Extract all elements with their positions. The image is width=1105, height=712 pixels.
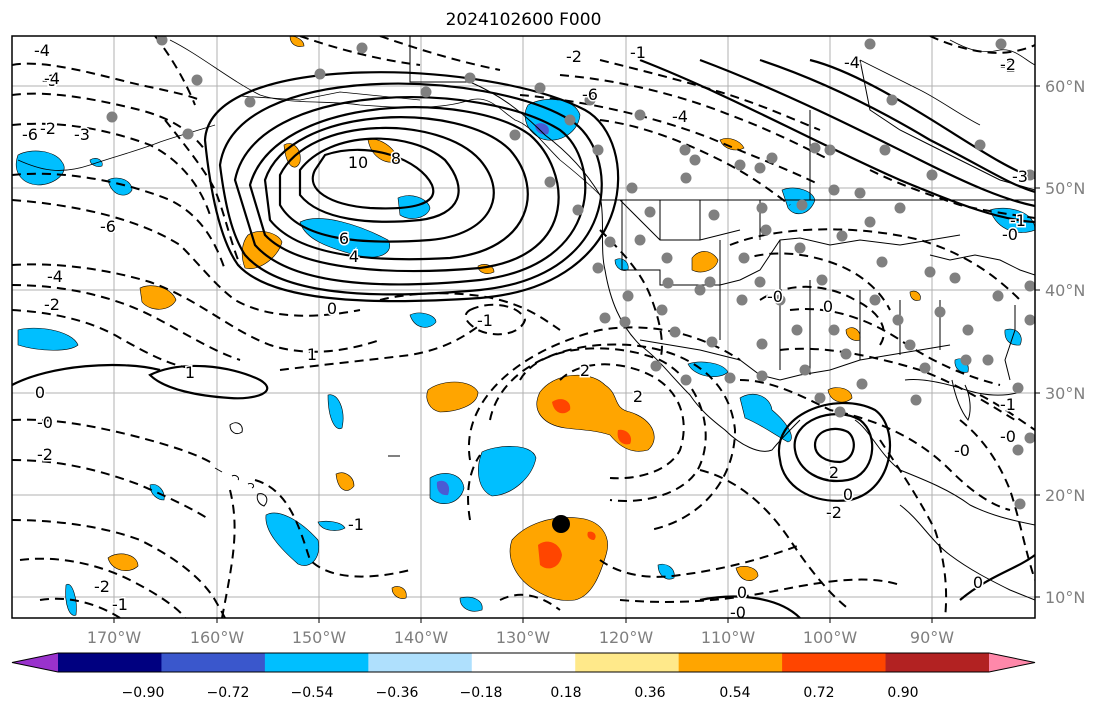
lon-label: 130°W <box>496 628 551 647</box>
contour-label: 8 <box>391 149 401 168</box>
contour-label: 2 <box>829 463 839 482</box>
contour-label: -0 <box>1002 225 1018 244</box>
colorbar-label: −0.54 <box>291 685 334 701</box>
contour-label: -3 <box>1012 167 1028 186</box>
lat-label: 60°N <box>1045 77 1085 96</box>
colorbar-segment <box>678 653 783 672</box>
colorbar-segment <box>58 653 162 672</box>
target-location-marker <box>552 515 570 533</box>
lat-label: 20°N <box>1045 486 1085 505</box>
lat-label: 10°N <box>1045 588 1085 607</box>
contour-label: 1 <box>307 345 317 364</box>
hawaii-islands <box>214 422 400 507</box>
lon-label: 100°W <box>803 628 858 647</box>
colorbar-segment <box>161 653 266 672</box>
contour-label: 0 <box>843 485 853 504</box>
colorbar-segment <box>575 653 680 672</box>
contour-label: 10 <box>348 153 368 172</box>
lon-label: 150°W <box>292 628 347 647</box>
axis-ticks <box>113 85 1040 623</box>
contour-label: -1 <box>112 595 128 614</box>
contour-label: 0 <box>737 583 747 602</box>
contour-label: 6 <box>339 229 349 248</box>
contour-label: 2 <box>633 387 643 406</box>
colorbar-segment <box>471 653 576 672</box>
contour-label: -4 <box>34 41 50 60</box>
lon-label: 170°W <box>87 628 142 647</box>
contour-label: -4 <box>672 107 688 126</box>
station-markers <box>106 36 1035 510</box>
contour-label: -3 <box>42 71 58 90</box>
colorbar-segment <box>885 653 990 672</box>
colorbar-label: −0.72 <box>207 685 250 701</box>
contour-label: -1 <box>630 43 646 62</box>
colorbar-label: −0.90 <box>122 685 165 701</box>
contour-label: -2 <box>37 445 53 464</box>
positive-contours <box>12 58 1035 618</box>
colorbar-label: −0.18 <box>460 685 503 701</box>
strong-negative-patches <box>436 123 549 496</box>
contour-label: -4 <box>44 69 60 88</box>
contour-label: -6 <box>100 217 116 236</box>
contour-label: 0 <box>823 297 833 316</box>
contour-label: -6 <box>22 125 38 144</box>
colorbar-label: 0.90 <box>887 685 918 701</box>
colorbar-label: 0.54 <box>719 685 750 701</box>
colorbar-outline <box>11 652 1036 673</box>
colorbar-tick-labels: −0.90 −0.72 −0.54 −0.36 −0.18 0.18 0.36 … <box>122 685 919 701</box>
contour-label: 2 <box>580 361 590 380</box>
colorbar-label: 0.18 <box>550 685 581 701</box>
contour-label: 1 <box>185 363 195 382</box>
lat-label: 50°N <box>1045 179 1085 198</box>
contour-label: 4 <box>349 247 359 266</box>
map-title: 2024102600 F000 <box>445 10 602 30</box>
contour-label: -1 <box>348 515 364 534</box>
contour-label: 0 <box>973 573 983 592</box>
lon-label: 160°W <box>190 628 245 647</box>
lat-label: 40°N <box>1045 281 1085 300</box>
contour-label: -1 <box>477 311 493 330</box>
lon-label: 140°W <box>394 628 449 647</box>
contour-label: -0 <box>1000 427 1016 446</box>
contour-label: -3 <box>74 125 90 144</box>
longitude-labels: 170°W 160°W 150°W 140°W 130°W 120°W 110°… <box>87 628 954 647</box>
contour-label: -2 <box>566 47 582 66</box>
contour-label: -2 <box>94 577 110 596</box>
contour-label: -4 <box>844 53 860 72</box>
contour-label: -6 <box>582 85 598 104</box>
contour-label: -0 <box>37 413 53 432</box>
contour-labels: -4-3-3-2-6-4-20-0-2-2-110 864011-1-002220… <box>21 40 1030 622</box>
colorbar-extend-min <box>12 653 58 672</box>
colorbar-segment <box>368 653 473 672</box>
colorbar-label: 0.36 <box>634 685 665 701</box>
latitude-labels: 60°N 50°N 40°N 30°N 20°N 10°N <box>1045 77 1085 607</box>
contour-label: -2 <box>40 119 56 138</box>
contour-label: -2 <box>1000 55 1016 74</box>
contour-label: -0 <box>954 441 970 460</box>
contour-label: 0 <box>35 383 45 402</box>
colorbar-label: 0.72 <box>803 685 834 701</box>
colorbar-extend-max <box>989 653 1035 672</box>
contour-label: -2 <box>1000 57 1016 76</box>
strong-positive-patches <box>538 399 632 569</box>
contour-label: -0 <box>730 603 746 622</box>
contour-label: -2 <box>44 295 60 314</box>
contour-label: -0 <box>767 287 783 306</box>
colorbar-segment <box>264 653 369 672</box>
colorbar-segment <box>782 653 887 672</box>
contour-label: -1 <box>1010 211 1026 230</box>
colorbar <box>11 652 1036 673</box>
lon-label: 90°W <box>910 628 954 647</box>
colorbar-label: −0.36 <box>376 685 419 701</box>
contour-label: 0 <box>327 299 337 318</box>
lon-label: 120°W <box>599 628 654 647</box>
contour-label: -1 <box>1000 395 1016 414</box>
contour-label: -2 <box>826 503 842 522</box>
negative-contours <box>12 36 1035 618</box>
contour-label: -4 <box>47 267 63 286</box>
lat-label: 30°N <box>1045 384 1085 403</box>
lon-label: 110°W <box>701 628 756 647</box>
